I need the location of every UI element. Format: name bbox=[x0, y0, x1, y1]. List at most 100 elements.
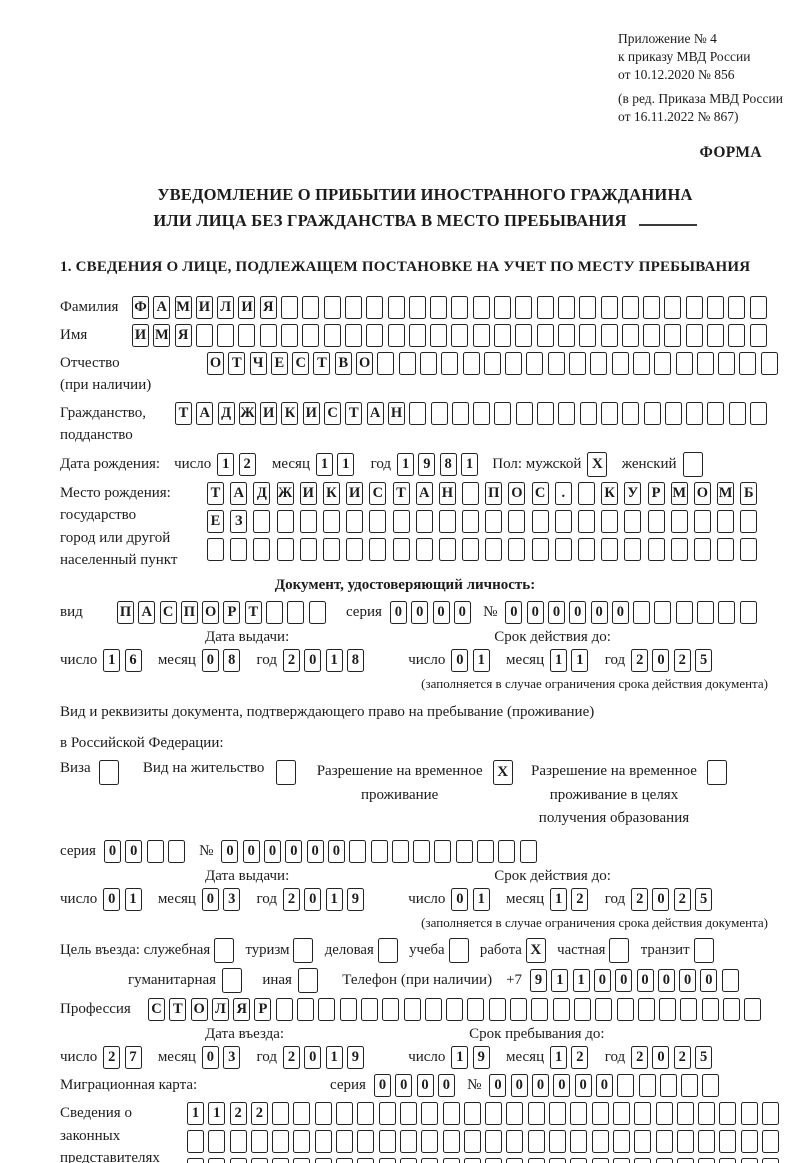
char-cell[interactable] bbox=[441, 351, 459, 375]
char-cell[interactable] bbox=[719, 1130, 737, 1154]
char-cell[interactable]: А bbox=[415, 481, 433, 505]
char-cell[interactable] bbox=[322, 509, 340, 533]
char-cell[interactable] bbox=[570, 1158, 588, 1163]
char-cell[interactable] bbox=[336, 1102, 354, 1126]
char-cell[interactable] bbox=[430, 401, 448, 425]
char-cell[interactable] bbox=[693, 509, 711, 533]
char-cell[interactable] bbox=[622, 401, 640, 425]
char-cell[interactable] bbox=[409, 401, 427, 425]
char-cell[interactable] bbox=[442, 1158, 460, 1163]
char-cell[interactable] bbox=[718, 600, 736, 624]
char-cell[interactable]: 2 bbox=[229, 1102, 247, 1126]
char-cell[interactable] bbox=[549, 1102, 567, 1126]
char-cell[interactable] bbox=[494, 401, 512, 425]
char-cell[interactable] bbox=[762, 1102, 780, 1126]
char-cell[interactable] bbox=[451, 323, 469, 347]
char-cell[interactable] bbox=[360, 998, 378, 1022]
char-cell[interactable] bbox=[643, 295, 661, 319]
birth-place-line3-input[interactable] bbox=[207, 537, 764, 561]
char-cell[interactable] bbox=[272, 1130, 290, 1154]
temp-residence-checkbox[interactable]: X bbox=[492, 760, 517, 786]
char-cell[interactable] bbox=[707, 323, 725, 347]
char-cell[interactable] bbox=[515, 295, 533, 319]
char-cell[interactable]: Р bbox=[223, 600, 241, 624]
char-cell[interactable] bbox=[421, 1102, 439, 1126]
char-cell[interactable] bbox=[442, 1130, 460, 1154]
char-cell[interactable]: 2 bbox=[673, 1046, 691, 1070]
char-cell[interactable]: М bbox=[153, 323, 171, 347]
char-cell[interactable]: Д bbox=[253, 481, 271, 505]
char-cell[interactable] bbox=[508, 509, 526, 533]
char-cell[interactable] bbox=[573, 998, 591, 1022]
char-cell[interactable]: 1 bbox=[472, 888, 490, 912]
char-cell[interactable] bbox=[647, 509, 665, 533]
char-cell[interactable] bbox=[531, 537, 549, 561]
char-cell[interactable] bbox=[281, 295, 299, 319]
char-cell[interactable] bbox=[472, 323, 490, 347]
char-cell[interactable] bbox=[634, 1102, 652, 1126]
char-cell[interactable] bbox=[391, 840, 409, 864]
char-cell[interactable]: 1 bbox=[337, 452, 355, 476]
char-cell[interactable] bbox=[621, 323, 639, 347]
char-cell[interactable] bbox=[670, 509, 688, 533]
char-cell[interactable]: 1 bbox=[550, 648, 568, 672]
char-cell[interactable] bbox=[230, 537, 248, 561]
char-cell[interactable] bbox=[634, 1158, 652, 1163]
char-cell[interactable] bbox=[462, 351, 480, 375]
char-cell[interactable] bbox=[557, 323, 575, 347]
char-cell[interactable] bbox=[527, 1102, 545, 1126]
char-cell[interactable]: Т bbox=[228, 351, 246, 375]
char-cell[interactable]: Т bbox=[207, 481, 224, 505]
char-cell[interactable]: О bbox=[207, 351, 224, 375]
char-cell[interactable] bbox=[195, 323, 213, 347]
char-cell[interactable]: Б bbox=[740, 481, 758, 505]
char-cell[interactable]: 8 bbox=[439, 452, 457, 476]
char-cell[interactable] bbox=[415, 537, 433, 561]
char-cell[interactable] bbox=[749, 323, 767, 347]
char-cell[interactable]: С bbox=[292, 351, 310, 375]
char-cell[interactable] bbox=[207, 537, 224, 561]
char-cell[interactable] bbox=[259, 323, 277, 347]
char-cell[interactable] bbox=[554, 537, 572, 561]
char-cell[interactable]: 0 bbox=[451, 648, 469, 672]
char-cell[interactable] bbox=[483, 351, 501, 375]
char-cell[interactable] bbox=[438, 509, 456, 533]
char-cell[interactable] bbox=[578, 509, 595, 533]
char-cell[interactable]: 0 bbox=[553, 1074, 571, 1098]
char-cell[interactable]: Ж bbox=[276, 481, 294, 505]
char-cell[interactable] bbox=[701, 998, 719, 1022]
char-cell[interactable] bbox=[408, 295, 426, 319]
char-cell[interactable]: Л bbox=[217, 295, 235, 319]
char-cell[interactable]: 1 bbox=[187, 1102, 204, 1126]
char-cell[interactable] bbox=[378, 1102, 396, 1126]
char-cell[interactable] bbox=[434, 840, 452, 864]
char-cell[interactable] bbox=[339, 998, 357, 1022]
char-cell[interactable] bbox=[749, 295, 767, 319]
char-cell[interactable]: 1 bbox=[550, 888, 568, 912]
char-cell[interactable] bbox=[762, 1130, 780, 1154]
char-cell[interactable]: 2 bbox=[238, 452, 256, 476]
char-cell[interactable] bbox=[275, 998, 293, 1022]
char-cell[interactable]: 1 bbox=[325, 648, 343, 672]
char-cell[interactable] bbox=[318, 998, 336, 1022]
char-cell[interactable] bbox=[595, 998, 613, 1022]
char-cell[interactable] bbox=[536, 295, 554, 319]
char-cell[interactable] bbox=[281, 323, 299, 347]
char-cell[interactable]: 0 bbox=[411, 600, 429, 624]
char-cell[interactable]: С bbox=[531, 481, 549, 505]
char-cell[interactable]: 0 bbox=[510, 1074, 528, 1098]
char-cell[interactable]: 1 bbox=[217, 452, 235, 476]
char-cell[interactable] bbox=[250, 1158, 268, 1163]
char-cell[interactable] bbox=[344, 295, 362, 319]
char-cell[interactable] bbox=[616, 998, 634, 1022]
purpose-official-checkbox[interactable] bbox=[214, 938, 238, 964]
char-cell[interactable]: П bbox=[485, 481, 503, 505]
char-cell[interactable]: 0 bbox=[615, 969, 633, 993]
char-cell[interactable]: 0 bbox=[453, 600, 471, 624]
